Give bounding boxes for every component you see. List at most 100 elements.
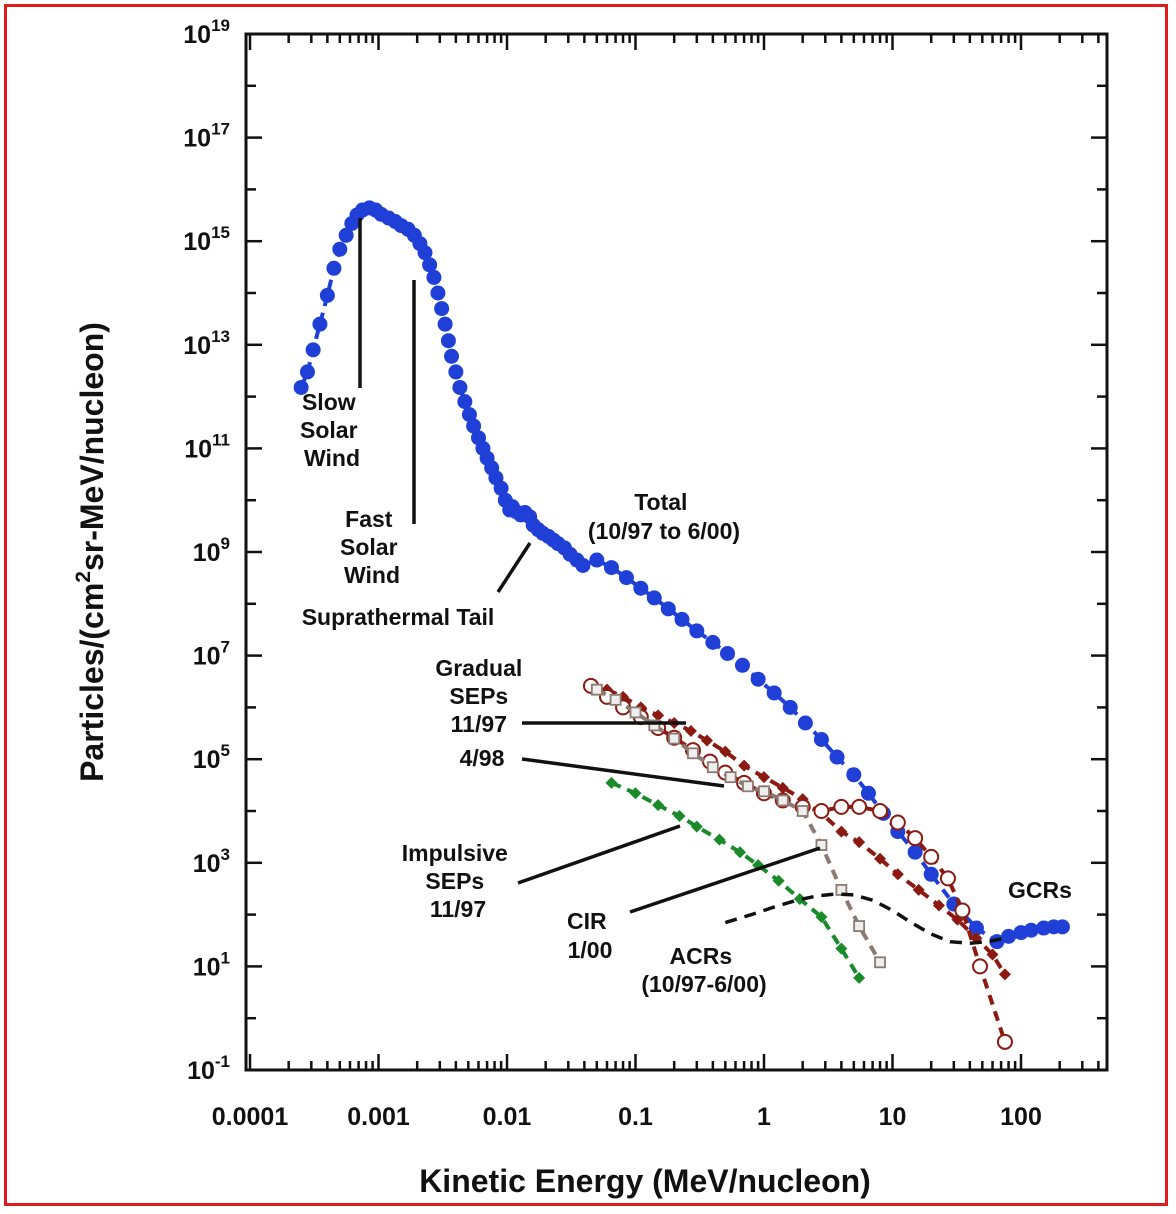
data-point — [750, 671, 766, 687]
data-point — [305, 342, 321, 358]
y-axis-title: Particles/(cm2sr-MeV/nucleon) — [72, 322, 110, 782]
data-point — [440, 333, 456, 349]
data-point — [633, 580, 649, 596]
data-point — [589, 552, 605, 568]
plot-area-border — [244, 32, 1109, 1072]
data-point — [796, 805, 809, 817]
pointer-cir — [629, 846, 821, 914]
data-point — [833, 798, 850, 815]
pointer-gradual-4-98 — [521, 757, 725, 788]
data-point — [299, 364, 315, 380]
data-point — [629, 706, 642, 719]
x-tick-label: 0.0001 — [212, 1103, 289, 1131]
data-point — [954, 902, 971, 919]
data-point — [430, 285, 446, 301]
y-tick-label: 1011 — [184, 430, 230, 463]
annotation-gcrs: GCRs — [1008, 877, 1072, 903]
data-point — [835, 942, 848, 955]
data-point — [332, 241, 348, 257]
data-point — [338, 227, 354, 243]
data-point — [829, 749, 845, 765]
data-point — [776, 781, 789, 794]
data-point — [689, 623, 705, 639]
data-point — [684, 725, 697, 738]
x-axis-title: Kinetic Energy (MeV/nucleon) — [419, 1163, 871, 1199]
data-point — [1001, 928, 1017, 944]
data-point — [426, 269, 442, 285]
x-tick-label: 100 — [1000, 1103, 1042, 1131]
data-point — [758, 785, 770, 798]
data-point — [939, 870, 956, 887]
data-point — [719, 745, 732, 758]
data-point — [972, 958, 989, 975]
data-point — [417, 245, 433, 261]
annotation-gradual-seps: Gradual SEPs 11/97 4/98 — [435, 655, 528, 771]
x-tick-label: 1 — [757, 1103, 771, 1131]
data-point — [618, 570, 634, 586]
data-point — [1054, 919, 1070, 935]
data-point — [720, 645, 736, 661]
data-point — [853, 971, 866, 984]
data-point — [609, 693, 622, 706]
data-point — [986, 948, 999, 961]
y-tick-label: 1017 — [183, 120, 230, 153]
data-point — [738, 759, 751, 772]
data-point — [724, 771, 737, 784]
data-point — [319, 287, 335, 303]
data-point — [793, 893, 806, 906]
data-point — [872, 803, 889, 819]
y-tick-label: 10-1 — [187, 1052, 230, 1085]
data-point — [690, 820, 703, 833]
annotation-acrs: ACRs (10/97-6/00) — [641, 943, 766, 997]
data-point — [293, 379, 309, 395]
annotation-impulsive-seps: Impulsive SEPs 11/97 — [402, 840, 515, 922]
annotations: Slow Solar Wind Fast Solar Wind Suprathe… — [300, 389, 1072, 997]
y-axis-title-sup: 2 — [72, 571, 95, 583]
data-point — [996, 1033, 1013, 1050]
data-point — [758, 771, 770, 784]
axis-tick-labels: 0.0001 0.001 0.01 0.1 1 10 100 1019 1017 1015 1013… — [183, 16, 1042, 1131]
pointer-impulsive — [517, 824, 681, 885]
y-tick-label: 107 — [193, 638, 230, 671]
data-point — [923, 848, 940, 865]
data-point — [797, 715, 813, 731]
data-point — [448, 364, 464, 380]
data-point — [687, 747, 699, 760]
data-point — [923, 866, 939, 882]
data-point — [853, 836, 866, 849]
data-point — [674, 611, 690, 627]
data-point — [705, 634, 721, 650]
data-point — [772, 874, 785, 887]
data-point — [605, 776, 618, 789]
data-point — [742, 780, 754, 793]
y-axis-title-part-2: sr-MeV/nucleon) — [74, 322, 110, 571]
data-point — [846, 767, 862, 783]
data-point — [813, 732, 829, 748]
data-point — [734, 657, 750, 673]
data-point — [1023, 922, 1039, 938]
data-point — [673, 810, 686, 823]
data-point — [646, 590, 662, 606]
data-point — [575, 557, 591, 573]
data-point — [733, 846, 746, 859]
series-line-cir-1-00 — [595, 687, 882, 964]
data-point — [603, 560, 619, 576]
data-point — [853, 920, 866, 932]
data-point — [766, 685, 782, 701]
data-point — [652, 709, 665, 722]
data-point — [629, 787, 642, 800]
data-point — [968, 920, 984, 936]
x-tick-label: 10 — [879, 1103, 907, 1131]
data-point — [912, 883, 925, 896]
annotation-pointers — [358, 218, 821, 914]
y-tick-label: 103 — [193, 845, 230, 878]
data-point — [874, 956, 886, 969]
data-point — [452, 379, 468, 395]
y-tick-label: 109 — [193, 534, 230, 567]
data-point — [668, 732, 681, 745]
annotation-suprathermal-tail: Suprathermal Tail — [302, 604, 495, 630]
data-point — [932, 899, 945, 912]
data-point — [860, 785, 876, 801]
data-point — [713, 833, 726, 846]
